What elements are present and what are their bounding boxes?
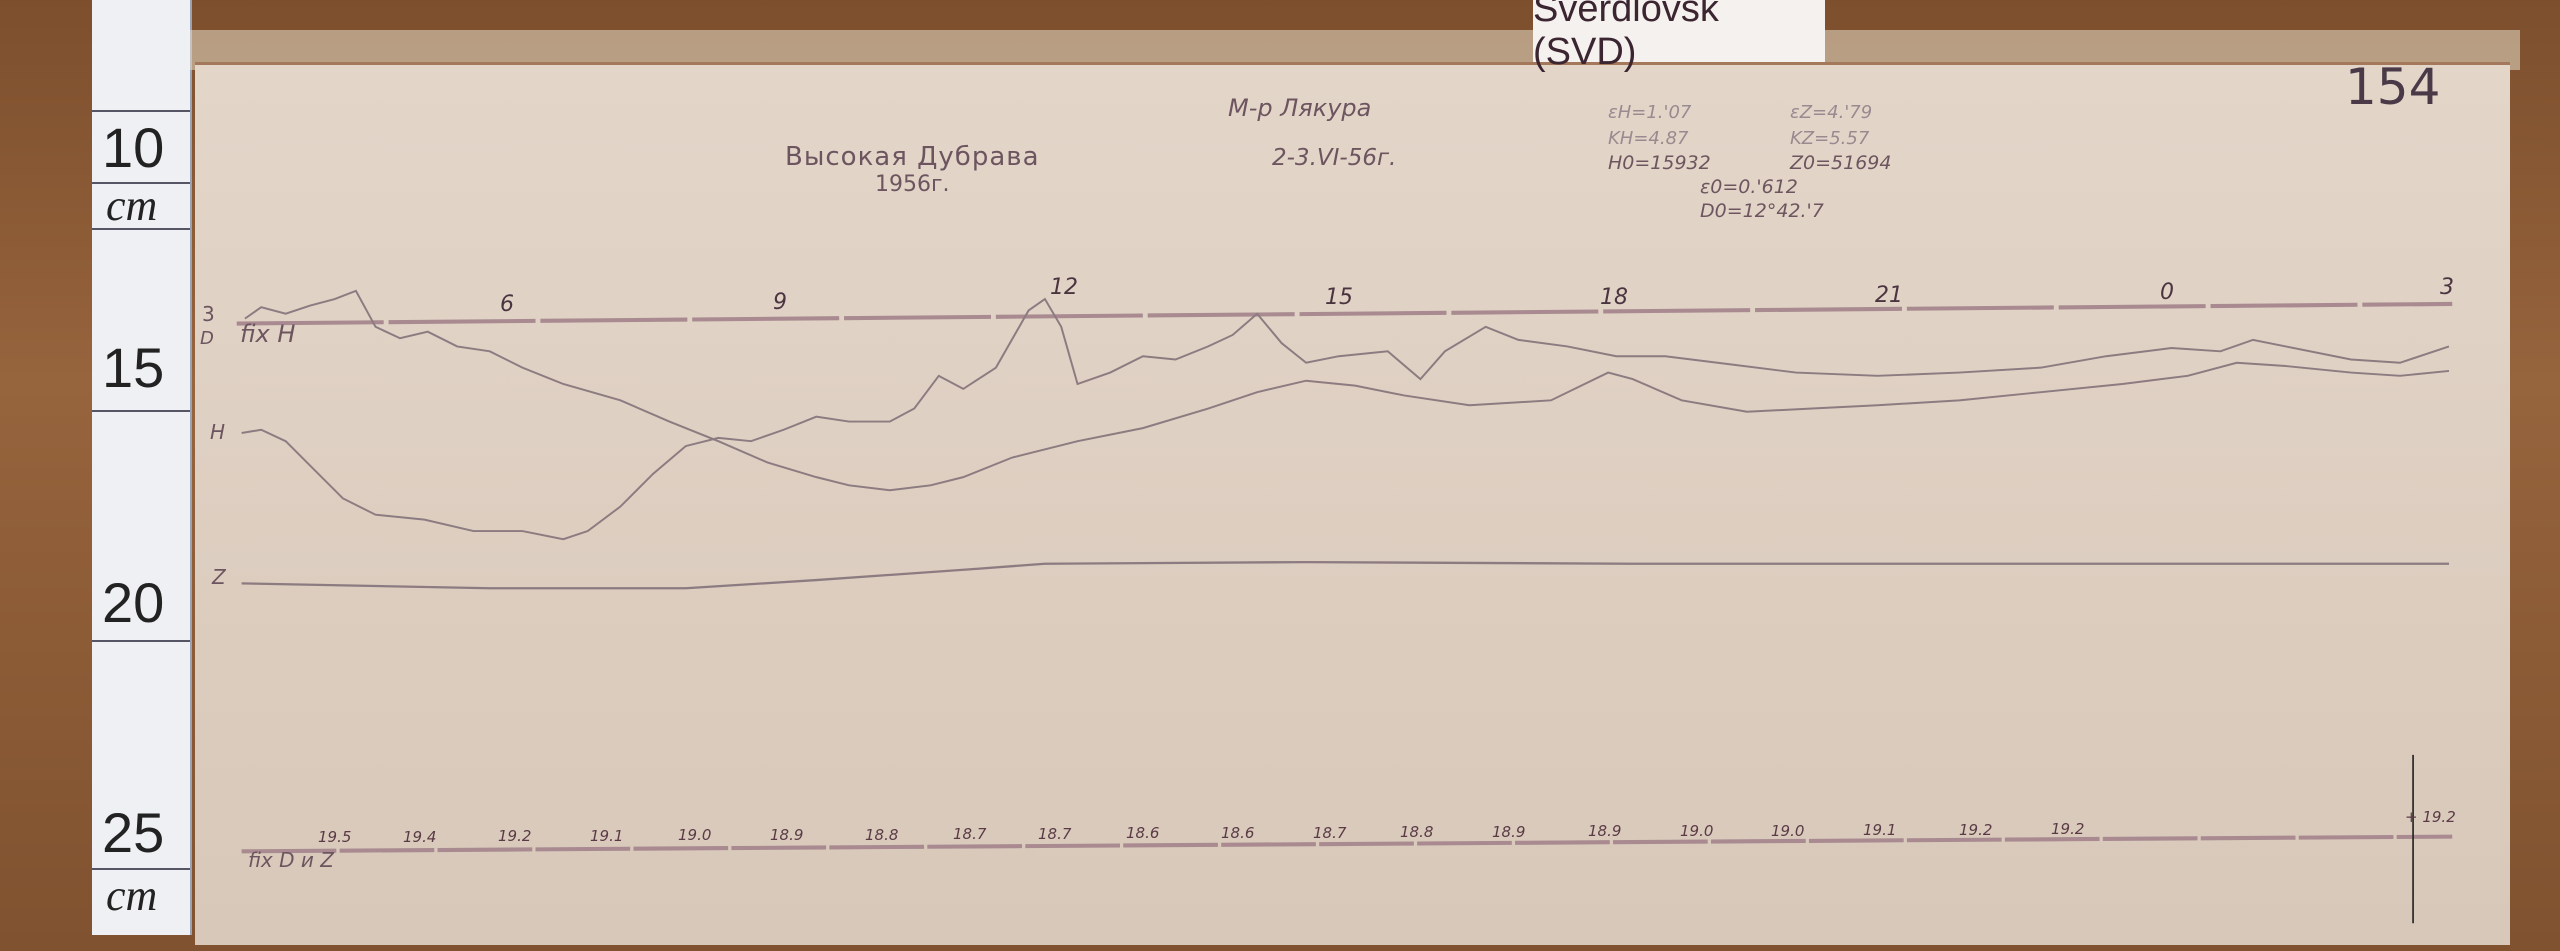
magnetogram-sheet — [195, 62, 2510, 945]
param-eZ: εZ=4.'79 — [1790, 102, 1873, 123]
station-title: Высокая Дубрава — [785, 142, 1040, 172]
base-tick-label: 18.6 — [1221, 824, 1255, 842]
param-Z0: Z0=51694 — [1790, 152, 1892, 174]
ruler-label: 10 — [102, 116, 165, 179]
record-date: 2-3.VI-56г. — [1272, 145, 1397, 171]
base-tick-label: 19.2 — [1959, 821, 1993, 839]
trace-h — [241, 297, 2450, 541]
ruler-tick — [92, 182, 190, 184]
trace-z — [241, 560, 2449, 590]
base-tick-label: 19.4 — [403, 828, 437, 846]
base-tick-label: 18.7 — [953, 825, 987, 843]
cm-ruler: 10 cm 15 20 25 cm — [92, 0, 244, 935]
hour-mark: 21 — [1875, 283, 1903, 308]
observer: М-р Лякура — [1228, 94, 1372, 122]
baseline-top — [236, 301, 2453, 326]
base-tick-label: 19.1 — [590, 827, 624, 845]
base-tick-label: 18.6 — [1126, 824, 1160, 842]
base-tick-label: 18.8 — [1400, 823, 1434, 841]
sheet-number: 154 — [2345, 58, 2441, 116]
base-tick-label: 18.9 — [770, 826, 804, 844]
param-D0: D0=12°42.'7 — [1700, 200, 1824, 222]
label-fix-h: fix H — [240, 320, 296, 348]
ruler-unit: cm — [106, 181, 158, 230]
ruler-label: 20 — [102, 571, 165, 634]
base-tick-label: 18.8 — [865, 826, 899, 844]
hour-mark: 18 — [1600, 285, 1628, 310]
ruler-label: 15 — [102, 336, 165, 399]
hour-mark: 9 — [773, 290, 787, 315]
trace-d — [244, 289, 2450, 492]
base-tick-label: 19.2 — [498, 827, 532, 845]
param-H0: H0=15932 — [1608, 152, 1711, 174]
hour-mark: 12 — [1050, 275, 1078, 300]
base-tick-label: 19.2 — [2051, 820, 2085, 838]
base-tick-label: 18.7 — [1038, 825, 1072, 843]
base-tick-label: 18.9 — [1492, 823, 1526, 841]
scale-mark: + 19.2 — [2405, 808, 2456, 826]
hour-mark: 3 — [2440, 275, 2454, 300]
station-label: Sverdlovsk (SVD) — [1533, 0, 1825, 73]
label-d: D — [200, 328, 214, 349]
base-tick-label: 19.5 — [318, 828, 352, 846]
start-hour: 3 — [202, 302, 215, 326]
ruler-tick — [92, 110, 190, 112]
param-e0: ε0=0.'612 — [1700, 176, 1798, 198]
base-tick-label: 19.0 — [678, 826, 712, 844]
base-tick-label: 19.1 — [1863, 821, 1897, 839]
ruler-tick — [92, 410, 190, 412]
label-h: H — [210, 420, 226, 444]
ruler-unit: cm — [106, 871, 158, 920]
ruler-tick — [92, 640, 190, 642]
label-fix-dz: fix D и Z — [248, 848, 334, 872]
baseline-bottom — [241, 834, 2453, 854]
hour-mark: 0 — [2160, 280, 2174, 305]
base-tick-label: 18.7 — [1313, 824, 1347, 842]
ruler-label: 25 — [102, 801, 165, 864]
base-tick-label: 19.0 — [1771, 822, 1805, 840]
base-tick-label: 19.0 — [1680, 822, 1714, 840]
param-KZ: KZ=5.57 — [1790, 128, 1870, 149]
year: 1956г. — [875, 172, 950, 197]
hour-mark: 15 — [1325, 285, 1353, 310]
base-tick-label: 18.9 — [1588, 822, 1622, 840]
param-KH: KH=4.87 — [1608, 128, 1689, 149]
ruler-tick — [92, 228, 190, 230]
param-eH: εH=1.'07 — [1608, 102, 1692, 123]
label-z: Z — [212, 565, 226, 589]
hour-mark: 6 — [500, 292, 514, 317]
ruler-tick — [92, 868, 190, 870]
